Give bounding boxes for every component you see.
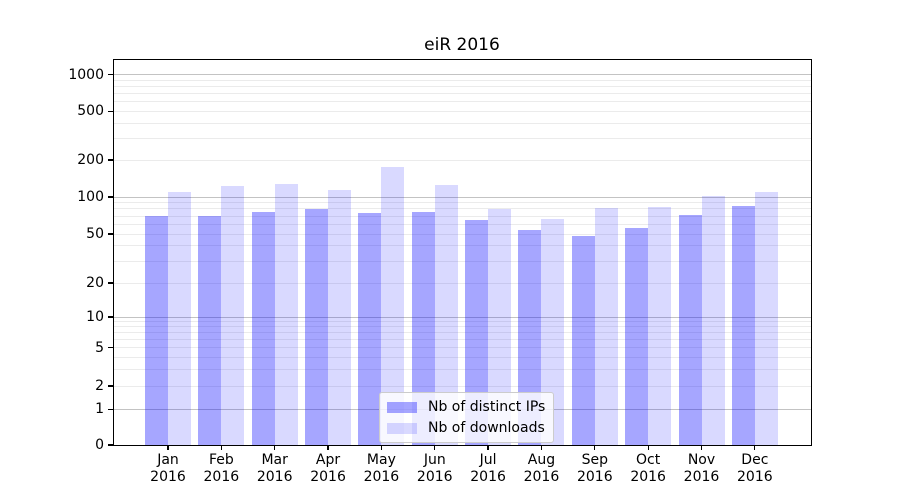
gridline-minor bbox=[114, 85, 811, 87]
y-tick bbox=[108, 233, 113, 235]
x-tick bbox=[327, 445, 329, 450]
x-tick-label: Apr 2016 bbox=[310, 452, 346, 485]
y-tick bbox=[108, 408, 113, 410]
y-tick bbox=[108, 316, 113, 318]
gridline-minor bbox=[114, 101, 811, 103]
x-tick-label: Jun 2016 bbox=[416, 452, 453, 485]
y-tick-label: 5 bbox=[95, 339, 104, 356]
bar-downloads-oct bbox=[648, 206, 672, 445]
legend-swatch-downloads bbox=[387, 422, 417, 434]
x-tick bbox=[754, 445, 756, 450]
gridline-minor bbox=[114, 159, 811, 161]
x-tick bbox=[647, 445, 649, 450]
x-tick bbox=[487, 445, 489, 450]
bar-ips-aug bbox=[518, 229, 542, 445]
legend-row-downloads: Nb of downloads bbox=[387, 419, 545, 437]
bar-ips-jun bbox=[411, 211, 435, 445]
legend-swatch-ips bbox=[387, 401, 417, 413]
bar-ips-may bbox=[358, 213, 382, 445]
y-tick-label: 20 bbox=[86, 275, 104, 291]
x-tick bbox=[700, 445, 703, 450]
y-tick bbox=[108, 282, 113, 284]
bar-ips-oct bbox=[625, 227, 649, 445]
x-tick-label: Jul 2016 bbox=[470, 452, 506, 485]
bar-ips-feb bbox=[198, 216, 222, 445]
x-tick bbox=[167, 445, 169, 450]
bar-downloads-dec bbox=[754, 191, 778, 445]
y-tick-label: 100 bbox=[77, 189, 104, 205]
legend-label-ips: Nb of distinct IPs bbox=[428, 399, 546, 415]
x-tick-label: Mar 2016 bbox=[256, 452, 293, 485]
x-tick-label: Oct 2016 bbox=[630, 452, 666, 485]
gridline-minor bbox=[114, 122, 811, 124]
x-tick-label: Aug 2016 bbox=[523, 452, 560, 485]
y-tick-label: 10 bbox=[86, 309, 104, 325]
bar-downloads-feb bbox=[221, 186, 245, 445]
bar-ips-apr bbox=[305, 208, 329, 445]
gridline-minor bbox=[114, 92, 811, 94]
x-tick bbox=[274, 445, 276, 450]
x-tick-label: Feb 2016 bbox=[203, 452, 240, 485]
bar-downloads-jan bbox=[168, 191, 191, 445]
y-tick bbox=[108, 110, 113, 112]
bar-downloads-nov bbox=[701, 196, 725, 445]
plot-area: 0 1 2 5 10 20 50 100 200 500 1000 Jan 2016 Feb 2016 M… bbox=[68, 59, 812, 485]
y-tick bbox=[108, 444, 113, 446]
y-tick-label: 50 bbox=[86, 226, 104, 242]
x-tick bbox=[220, 445, 222, 450]
x-tick-label: May 2016 bbox=[363, 452, 400, 485]
legend-row-ips: Nb of distinct IPs bbox=[387, 398, 545, 416]
bar-ips-jan bbox=[145, 216, 168, 445]
gridline-minor bbox=[114, 110, 811, 112]
x-tick-label: Nov 2016 bbox=[683, 452, 720, 485]
gridline-major bbox=[114, 74, 811, 75]
bar-downloads-sep bbox=[594, 208, 618, 445]
y-tick bbox=[108, 347, 113, 349]
legend: Nb of distinct IPs Nb of downloads bbox=[379, 392, 555, 443]
bar-ips-nov bbox=[678, 215, 702, 445]
bar-ips-mar bbox=[251, 212, 275, 445]
y-tick-label: 0 bbox=[95, 437, 104, 453]
y-tick-label: 500 bbox=[77, 103, 104, 120]
bar-ips-jul bbox=[465, 219, 489, 445]
bar-downloads-jun bbox=[434, 184, 458, 445]
bar-downloads-jul bbox=[488, 208, 512, 445]
y-tick-label: 200 bbox=[77, 152, 104, 168]
bar-downloads-mar bbox=[274, 183, 298, 445]
bar-downloads-may bbox=[381, 167, 405, 445]
x-tick bbox=[380, 445, 383, 450]
y-tick-label: 1000 bbox=[68, 66, 104, 83]
x-tick bbox=[594, 445, 596, 450]
bar-ips-sep bbox=[571, 236, 595, 445]
y-tick bbox=[108, 385, 113, 387]
y-tick-label: 2 bbox=[95, 378, 104, 394]
x-tick-label: Jan 2016 bbox=[150, 452, 186, 485]
bar-downloads-apr bbox=[328, 190, 352, 445]
legend-label-downloads: Nb of downloads bbox=[428, 420, 545, 436]
x-tick-label: Sep 2016 bbox=[576, 452, 613, 485]
x-tick bbox=[540, 445, 543, 450]
gridline-minor bbox=[114, 79, 811, 81]
x-tick-label: Dec 2016 bbox=[737, 452, 773, 485]
gridline-minor bbox=[114, 137, 811, 139]
chart-title: eiR 2016 bbox=[424, 35, 500, 55]
bar-downloads-aug bbox=[541, 219, 565, 445]
y-tick bbox=[108, 73, 113, 76]
y-tick bbox=[108, 159, 113, 161]
x-tick bbox=[434, 445, 436, 450]
y-tick-label: 1 bbox=[95, 401, 104, 418]
y-tick bbox=[108, 196, 113, 198]
bar-ips-dec bbox=[731, 206, 755, 445]
